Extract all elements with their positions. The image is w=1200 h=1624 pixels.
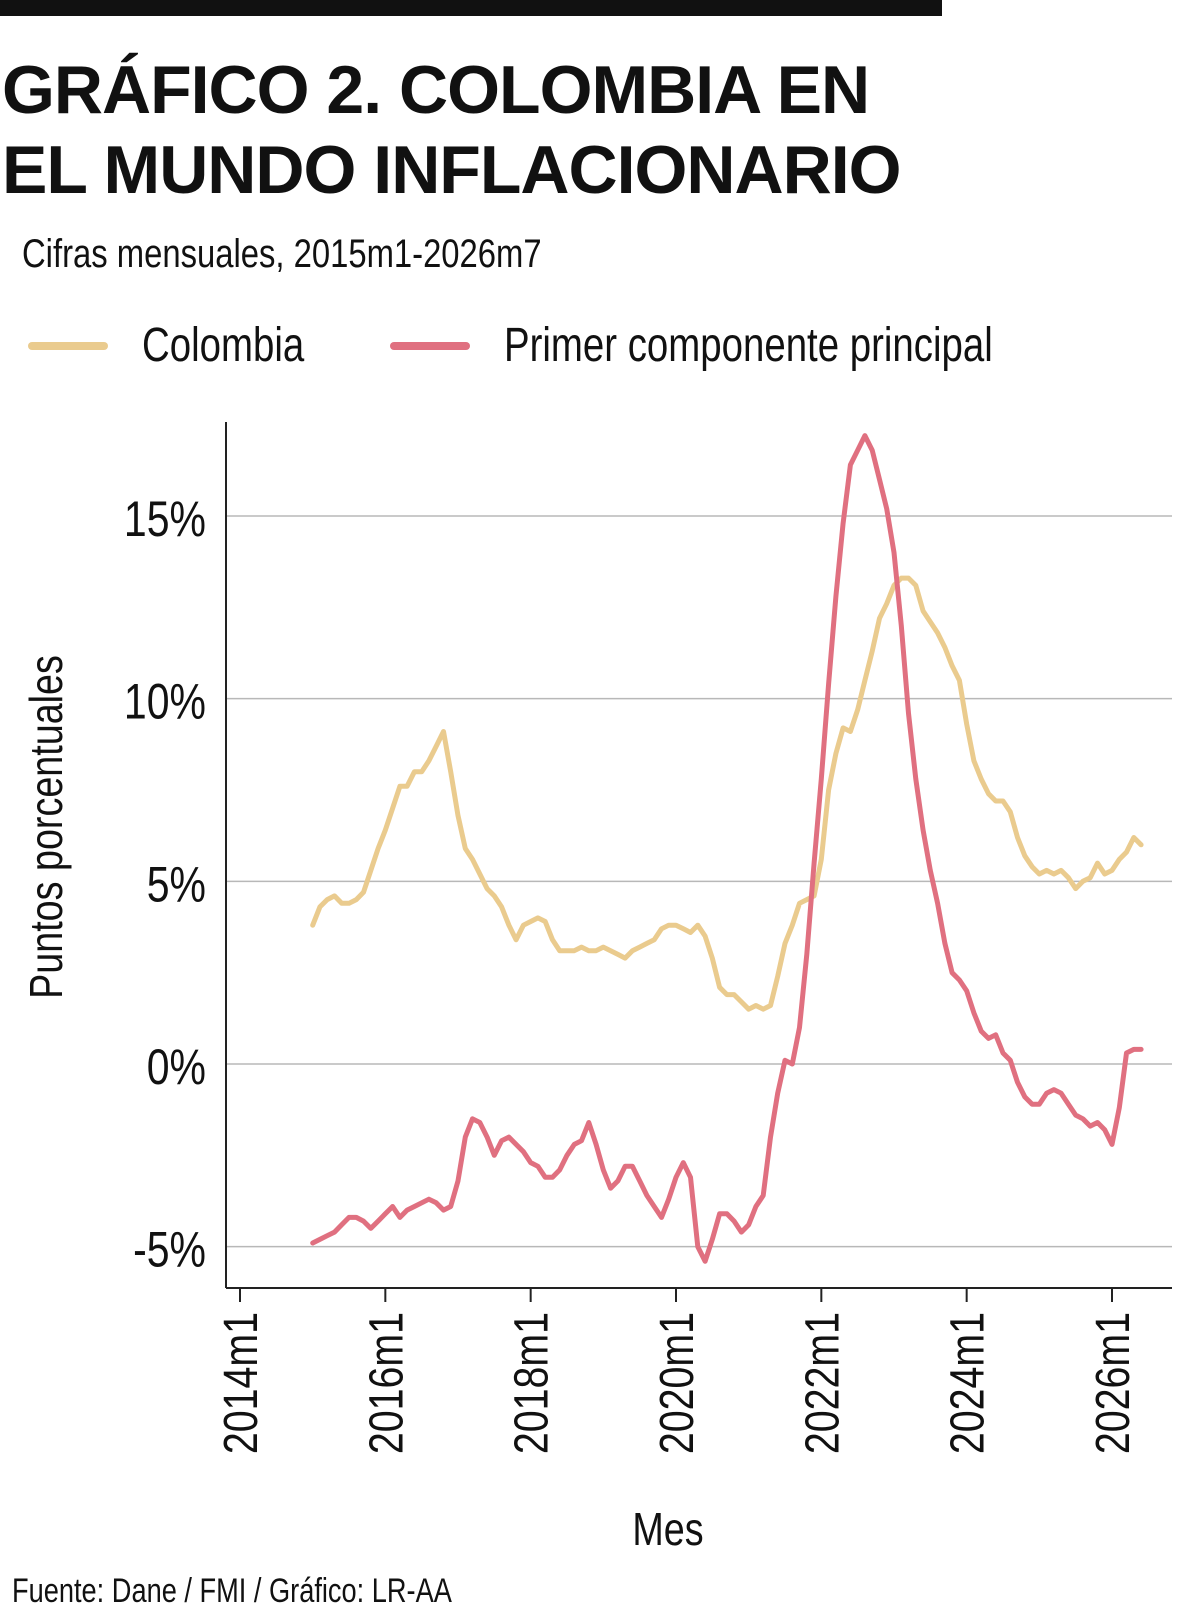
title-line-1: GRÁFICO 2. COLOMBIA EN bbox=[2, 52, 870, 128]
series-line-pc1 bbox=[310, 433, 1144, 1264]
chart-subtitle: Cifras mensuales, 2015m1-2026m7 bbox=[22, 232, 542, 276]
chart-legend: Colombia Primer componente principal bbox=[28, 318, 1178, 388]
chart-title: GRÁFICO 2. COLOMBIA EN EL MUNDO INFLACIO… bbox=[2, 50, 1002, 210]
y-tick-label: 10% bbox=[124, 674, 206, 730]
series-lines bbox=[310, 433, 1144, 1264]
x-tick-label: 2026m1 bbox=[1086, 1312, 1140, 1454]
y-tick-label: 15% bbox=[124, 491, 206, 547]
legend-label-pc1: Primer componente principal bbox=[504, 319, 993, 372]
top-rule bbox=[0, 0, 942, 16]
y-axis-label: Puntos porcentuales bbox=[20, 655, 71, 999]
x-tick-label: 2014m1 bbox=[214, 1312, 268, 1454]
axes bbox=[225, 422, 1172, 1302]
x-tick-label: 2022m1 bbox=[796, 1312, 850, 1454]
x-tick-label: 2020m1 bbox=[650, 1312, 704, 1454]
y-tick-label: 5% bbox=[147, 856, 206, 912]
legend-label-colombia: Colombia bbox=[142, 319, 305, 372]
legend-item-colombia: Colombia bbox=[28, 318, 345, 373]
y-tick-label: -5% bbox=[133, 1222, 206, 1278]
title-line-2: EL MUNDO INFLACIONARIO bbox=[2, 132, 902, 208]
x-tick-label: 2018m1 bbox=[505, 1312, 559, 1454]
series-line-colombia bbox=[310, 575, 1144, 1012]
x-tick-label: 2024m1 bbox=[941, 1312, 995, 1454]
legend-item-pc1: Primer componente principal bbox=[390, 318, 1115, 373]
line-chart: -5%0%5%10%15% 2014m1 2016m1 2018m1 2020m1 20… bbox=[20, 422, 1172, 1555]
legend-swatch-pc1 bbox=[390, 341, 470, 350]
y-tick-labels: -5% 0% 5% 10% 15% bbox=[124, 491, 206, 1277]
x-axis-label: Mes bbox=[632, 1503, 703, 1554]
x-tick-labels: 2014m1 2016m1 2018m1 2020m1 2022m1 2024m1 2026… bbox=[214, 1312, 1140, 1454]
y-tick-label: 0% bbox=[147, 1039, 206, 1095]
source-note: Fuente: Dane / FMI / Gráfico: LR-AA bbox=[12, 1572, 452, 1610]
legend-swatch-colombia bbox=[28, 341, 108, 350]
grid-lines bbox=[226, 515, 1172, 1248]
x-tick-label: 2016m1 bbox=[360, 1312, 414, 1454]
